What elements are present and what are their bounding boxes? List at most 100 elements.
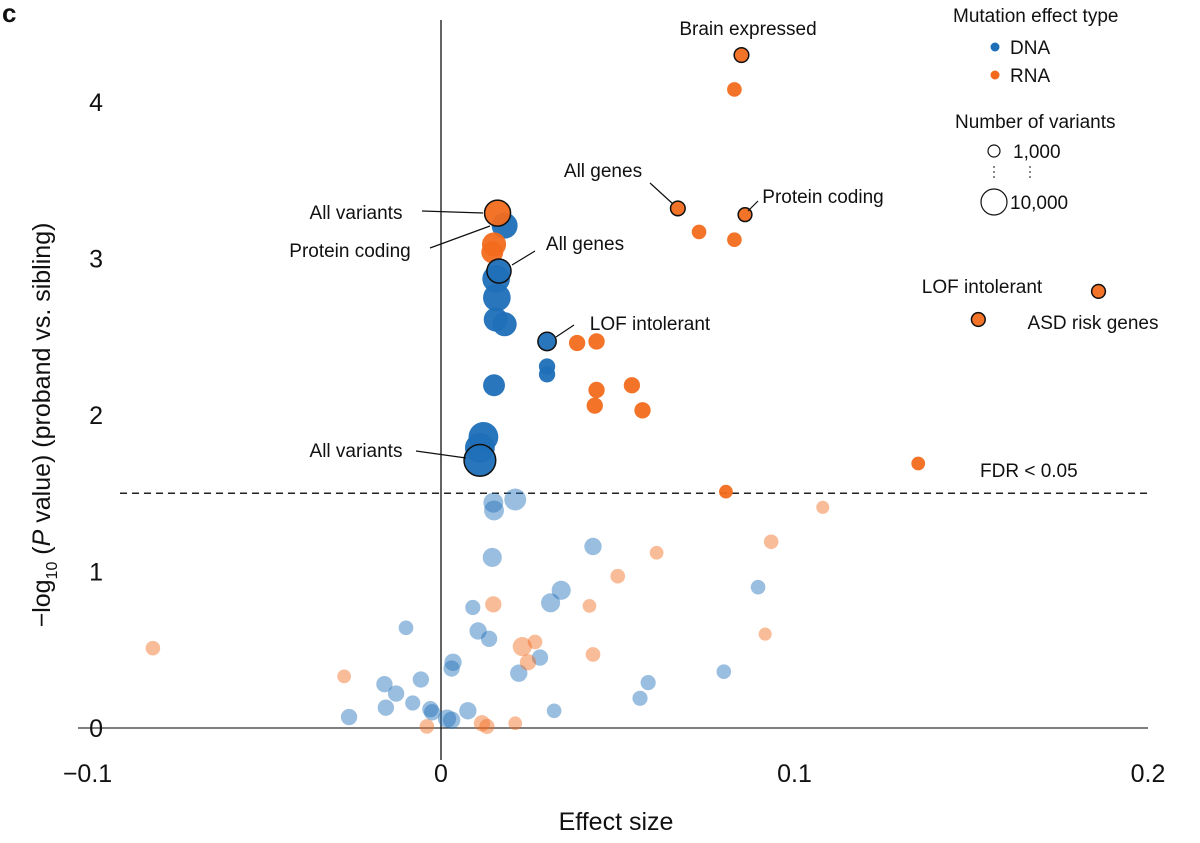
point-rna	[623, 377, 641, 394]
annotation-leader-line	[747, 200, 759, 212]
y-tick-label: 4	[89, 89, 103, 117]
annotation-leader-line	[429, 225, 491, 249]
point-dna	[486, 258, 512, 284]
point-rna	[727, 232, 742, 248]
point-dna	[546, 703, 562, 719]
y-tick-label: 0	[89, 715, 103, 743]
point-dna	[465, 599, 481, 616]
point-rna	[669, 200, 686, 217]
point-dna	[480, 630, 498, 647]
annotation-label: Protein coding	[289, 241, 410, 262]
legend-size-small-label: 1,000	[1013, 142, 1061, 163]
annotation-label: LOF intolerant	[922, 277, 1043, 298]
annotation-label: All genes	[546, 234, 624, 255]
annotation-label: All genes	[564, 161, 642, 182]
legend-size-title: Number of variants	[955, 112, 1116, 133]
point-rna	[634, 402, 651, 419]
point-rna	[586, 397, 603, 414]
annotation-leader-line	[555, 324, 575, 338]
point-rna	[473, 715, 491, 732]
point-dna	[483, 374, 505, 397]
point-dna	[459, 702, 477, 720]
point-dna	[340, 708, 358, 726]
point-dna	[750, 579, 766, 595]
point-rna	[588, 381, 605, 399]
point-dna	[584, 537, 602, 556]
point-dna	[469, 622, 487, 640]
legend-size-large	[980, 188, 1008, 216]
point-rna	[816, 500, 830, 514]
point-rna	[588, 333, 605, 350]
point-dna	[376, 676, 393, 693]
point-rna	[719, 484, 733, 499]
point-dna	[482, 547, 502, 567]
point-dna	[443, 660, 460, 677]
point-dna	[437, 709, 457, 728]
point-rna	[483, 199, 512, 227]
point-rna	[970, 311, 986, 328]
legend-dna-label: DNA	[1010, 38, 1050, 59]
legend-rna-marker	[990, 70, 1000, 80]
annotation-leader-line	[511, 250, 536, 266]
legend-type-title: Mutation effect type	[953, 6, 1118, 27]
annotations: All genes LOF intolerant All variants Brain…	[289, 19, 1158, 462]
point-dna	[538, 366, 556, 383]
axes: −0.1 0 0.1 0.2 0 1 2 3 4	[63, 20, 1166, 788]
annotation-label: LOF intolerant	[590, 314, 711, 335]
point-rna	[568, 334, 586, 352]
point-rna	[337, 669, 352, 684]
y-axis-label: −log10 (P value) (proband vs. sibling)	[28, 223, 61, 628]
point-rna	[512, 637, 532, 657]
point-dna	[531, 649, 549, 666]
point-rna	[481, 241, 504, 264]
threshold-label: FDR < 0.05	[980, 461, 1078, 482]
point-dna	[387, 685, 405, 702]
x-tick-label: 0	[434, 760, 448, 788]
point-rna	[610, 568, 626, 584]
annotation-label: Brain expressed	[679, 19, 816, 40]
point-dna	[632, 690, 648, 706]
data-points	[145, 46, 1107, 735]
x-axis-label: Effect size	[559, 808, 674, 836]
point-dna	[537, 331, 557, 352]
point-rna	[911, 456, 926, 471]
point-rna	[691, 224, 707, 240]
point-dna	[398, 620, 414, 636]
point-rna	[145, 640, 161, 656]
x-tick-label: 0.2	[1131, 760, 1166, 788]
annotation-label: Protein coding	[762, 187, 883, 208]
point-rna	[582, 599, 597, 613]
point-rna	[479, 718, 495, 735]
point-dna	[492, 312, 517, 337]
point-dna	[422, 701, 439, 718]
point-dna	[442, 711, 461, 729]
point-rna	[733, 46, 750, 64]
annotation-label: All variants	[310, 441, 403, 462]
point-dna	[405, 695, 421, 711]
point-dna	[444, 653, 462, 671]
annotation-leader-line	[649, 182, 674, 205]
point-rna	[585, 647, 601, 662]
annotation-label: ASD risk genes	[1028, 313, 1159, 334]
point-dna	[483, 492, 504, 513]
point-dna	[463, 443, 497, 477]
annotation-label: All variants	[310, 203, 403, 224]
y-tick-label: 2	[89, 402, 103, 430]
panel-label: c	[2, 0, 16, 28]
annotation-leader-line	[421, 210, 484, 214]
point-dna	[716, 664, 732, 679]
x-tick-label: −0.1	[63, 760, 112, 788]
legend-rna-label: RNA	[1010, 66, 1050, 87]
point-dna	[423, 704, 441, 721]
point-rna	[527, 634, 543, 650]
point-dna	[504, 488, 527, 511]
point-dna	[541, 593, 561, 613]
point-dna	[483, 283, 511, 312]
point-rna	[485, 596, 502, 613]
point-rna	[1090, 283, 1107, 299]
legend-size-small	[987, 144, 1001, 158]
point-dna	[551, 580, 571, 600]
annotation-leader-line	[415, 450, 467, 459]
point-dna	[377, 699, 395, 716]
